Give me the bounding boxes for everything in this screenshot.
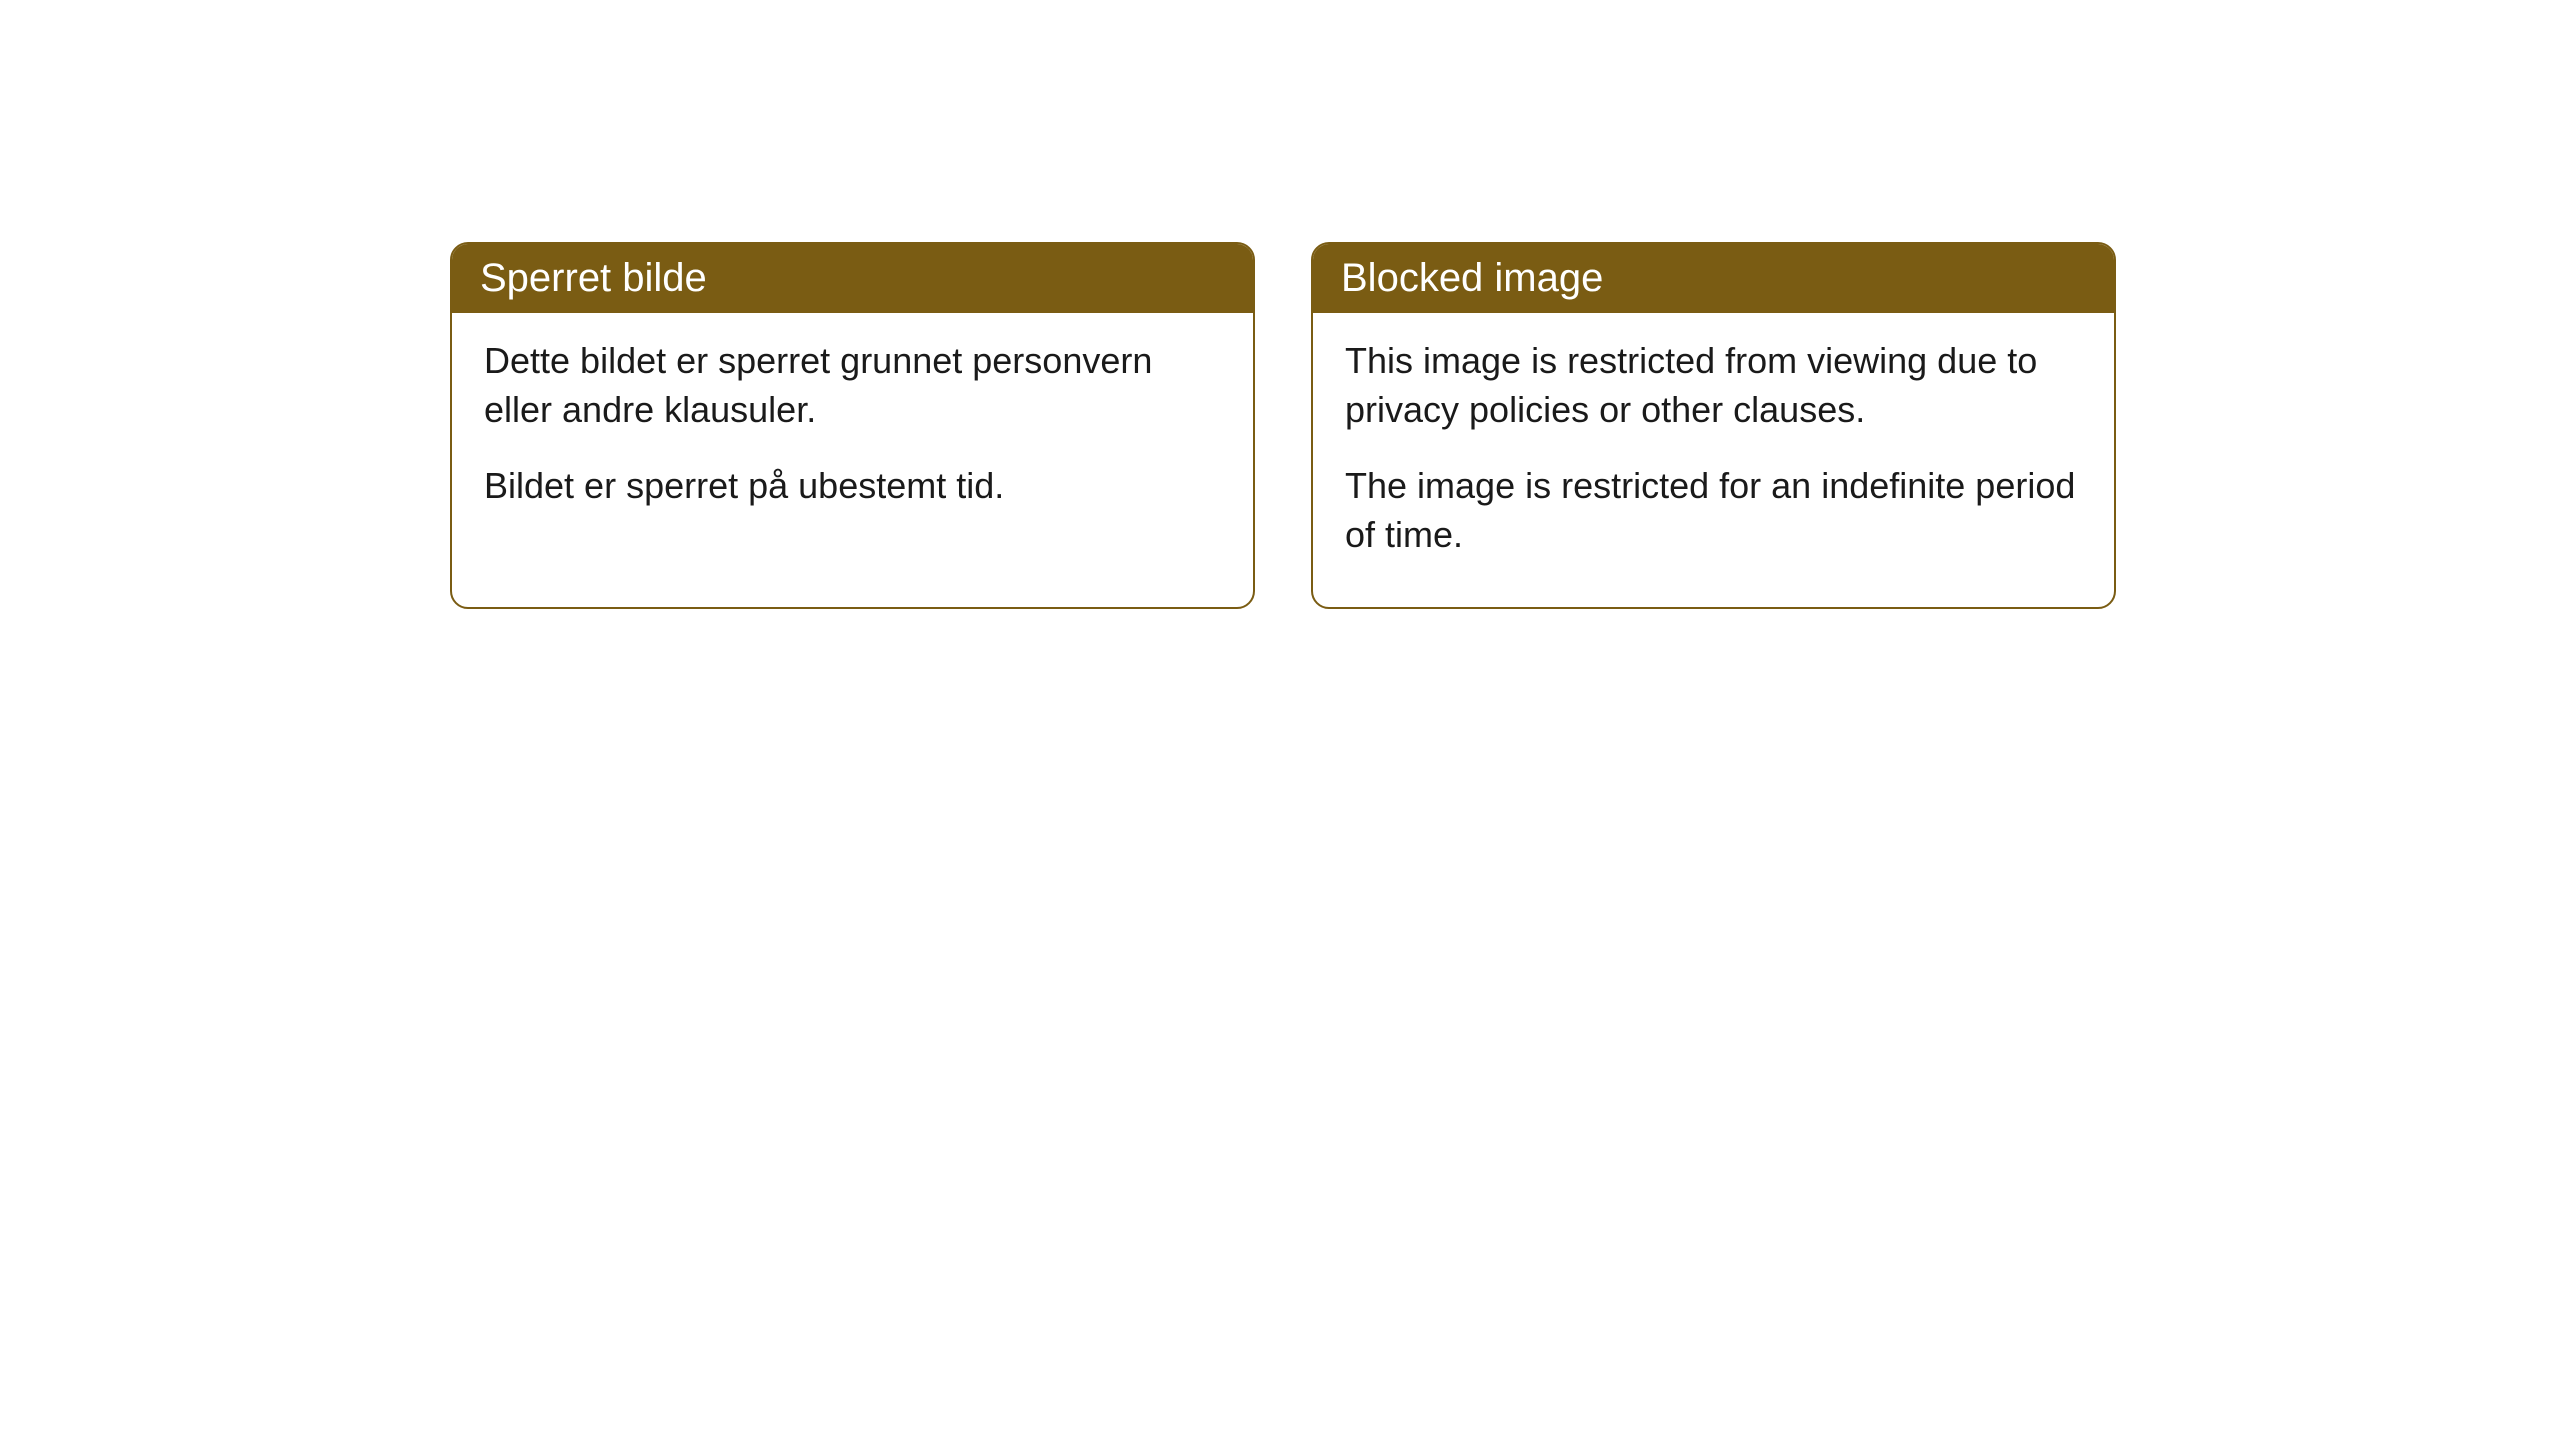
card-paragraph: The image is restricted for an indefinit… (1345, 462, 2082, 559)
card-header: Sperret bilde (452, 244, 1253, 313)
blocked-image-card-english: Blocked image This image is restricted f… (1311, 242, 2116, 609)
card-body: Dette bildet er sperret grunnet personve… (452, 313, 1253, 559)
notice-cards-container: Sperret bilde Dette bildet er sperret gr… (450, 242, 2116, 609)
card-paragraph: Bildet er sperret på ubestemt tid. (484, 462, 1221, 511)
blocked-image-card-norwegian: Sperret bilde Dette bildet er sperret gr… (450, 242, 1255, 609)
card-paragraph: This image is restricted from viewing du… (1345, 337, 2082, 434)
card-body: This image is restricted from viewing du… (1313, 313, 2114, 607)
card-header: Blocked image (1313, 244, 2114, 313)
card-paragraph: Dette bildet er sperret grunnet personve… (484, 337, 1221, 434)
